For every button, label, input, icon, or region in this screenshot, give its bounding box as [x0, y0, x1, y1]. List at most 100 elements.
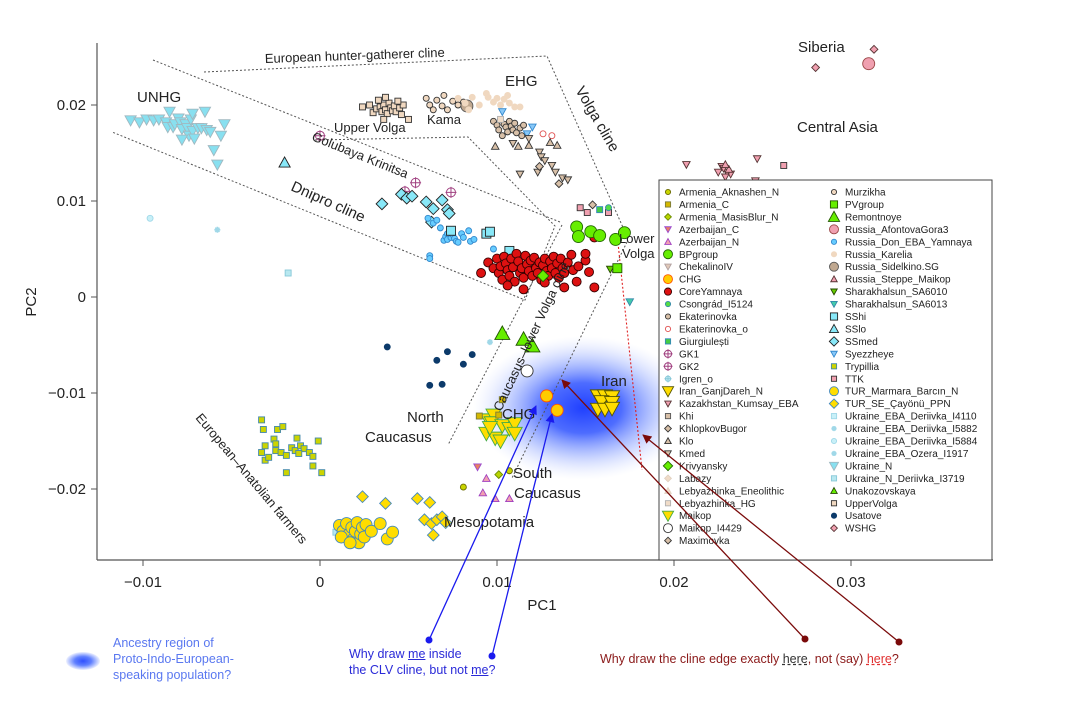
series-armenia-masisblur-n — [494, 470, 504, 480]
legend-label: TUR_SE_Çayönü_PPN — [845, 399, 951, 410]
q1-part1: Why draw — [349, 647, 409, 661]
legend-item-maximovka: Maximovka — [663, 536, 730, 547]
label-upper-volga: Upper Volga — [334, 120, 406, 135]
legend-item-russia-karelia: Russia_Karelia — [830, 250, 913, 261]
label-south: South — [513, 465, 552, 482]
point-ekaterinovka — [513, 129, 520, 137]
point-murzikha — [438, 102, 446, 110]
point-russia-don-eba-yamnaya — [470, 235, 478, 243]
point-kmed — [515, 170, 525, 179]
point-krivyansky — [536, 269, 550, 283]
legend-marker-maikop-i4429 — [663, 523, 673, 534]
point-ttk — [780, 162, 788, 169]
point-russia-don-eba-yamnaya — [490, 245, 497, 253]
legend-label: Ukraine_EBA_Deriivka_I4110 — [845, 412, 977, 423]
point-kmed — [533, 168, 543, 177]
legend-item-tur-marmara-barc-n-n: TUR_Marmara_Barcın_N — [829, 386, 958, 398]
series-ukraine-n-deriivka-i3719 — [284, 269, 340, 536]
point-ekaterinovka-o — [539, 130, 547, 138]
legend-label: Azerbaijan_N — [679, 237, 739, 248]
series-giurgiule-ti — [596, 206, 604, 214]
legend-marker-ukraine-eba-deriivka-i4110 — [830, 413, 838, 420]
legend-item-unakozovskaya: Unakozovskaya — [829, 486, 916, 497]
point-murzikha — [429, 106, 437, 114]
legend-item-ukraine-n: Ukraine_N — [828, 461, 892, 472]
legend-item-ttk: TTK — [830, 374, 864, 385]
series-remontnoye — [494, 325, 541, 353]
legend-marker-azerbaijan-c — [663, 226, 673, 234]
point-tur-marmara-barc-n-n — [343, 536, 357, 550]
legend-marker-sslo — [828, 323, 840, 333]
label-caucasus-north: Caucasus — [365, 429, 432, 446]
point-russia-karelia — [482, 90, 490, 97]
legend-marker-lebyazhinka-hg — [664, 500, 672, 507]
legend-item-azerbaijan-n: Azerbaijan_N — [663, 237, 739, 248]
point-klo — [513, 141, 523, 150]
point-ukraine-n — [163, 106, 176, 119]
legend-marker-sharakhalsun-sa6013 — [829, 301, 839, 309]
point-uppervolga — [369, 109, 377, 117]
legend-item-ssmed: SSmed — [828, 336, 878, 348]
point-uppervolga — [382, 93, 389, 101]
legend-item-pvgroup: PVgroup — [829, 200, 884, 211]
point-ssmed — [419, 195, 433, 209]
q2-here-1[interactable]: here — [782, 652, 808, 666]
label-ehg: EHG — [505, 73, 538, 90]
point-ukraine-eba-deriivka-i5882 — [486, 339, 493, 346]
legend-marker-trypillia — [830, 363, 838, 370]
point-coreyamnaya — [589, 282, 600, 293]
point-khlopkovbugor — [588, 200, 598, 210]
legend-label: Giurgiulești — [679, 337, 729, 348]
point-usatove — [468, 351, 476, 359]
series-klo — [490, 137, 562, 150]
q1-me-2[interactable]: me — [471, 663, 489, 677]
legend-item-russia-steppe-maikop: Russia_Steppe_Maikop — [829, 275, 951, 286]
series-ssmed — [375, 187, 456, 229]
point-russia-don-eba-yamnaya — [426, 255, 434, 263]
q1-part4: ? — [488, 663, 496, 677]
series-russia-afontovagora3 — [862, 57, 876, 71]
legend-item-sharakhalsun-sa6010: Sharakhalsun_SA6010 — [829, 287, 948, 298]
point-uppervolga — [394, 97, 402, 105]
point-uppervolga — [374, 96, 382, 104]
point-ukraine-n — [218, 119, 231, 131]
point-trypillia — [305, 449, 313, 456]
legend-label: KhlopkovBugor — [679, 424, 747, 435]
legend-label: ChekalinoIV — [679, 262, 733, 273]
q1-me-1[interactable]: me — [408, 647, 426, 661]
legend-label: BPgroup — [679, 250, 718, 261]
point-kmed — [534, 148, 544, 157]
point-syezzheye — [497, 108, 507, 117]
label-mesopotamia: Mesopotamia — [444, 514, 535, 531]
legend-item-armenia-masisblur-n: Armenia_MasisBlur_N — [663, 212, 778, 223]
legend-marker-csongr-d-i5124 — [664, 300, 672, 308]
legend: Armenia_Aknashen_NArmenia_CArmenia_Masis… — [658, 179, 993, 561]
legend-marker-remontnoye — [827, 210, 841, 222]
y-tick-label: 0 — [78, 289, 86, 306]
point-ekaterinovka — [498, 132, 506, 140]
series-uppervolga — [359, 93, 412, 123]
label-kama: Kama — [427, 112, 462, 127]
point-usatove — [383, 343, 391, 351]
legend-marker-sshi — [829, 312, 839, 321]
point-gk1 — [410, 177, 422, 189]
point-tur-se-ay-n-ppn — [417, 513, 431, 527]
legend-label: Syezzheye — [845, 349, 894, 360]
legend-marker-ukraine-n — [828, 461, 840, 472]
legend-marker-klo — [663, 436, 673, 445]
legend-label: Khi — [679, 412, 693, 423]
legend-item-ekaterinovka: Ekaterinovka — [664, 312, 737, 323]
point-klo — [545, 137, 555, 146]
legend-marker-ukraine-eba-deriivka-i5882 — [831, 425, 837, 432]
series-ukraine-n — [124, 106, 231, 172]
q2-part1: Why draw the cline edge exactly — [600, 652, 783, 666]
point-uppervolga — [399, 101, 407, 109]
q2-here-2[interactable]: here — [866, 652, 892, 666]
legend-label: CHG — [679, 275, 701, 286]
point-klo — [490, 141, 500, 150]
point-trypillia — [272, 440, 280, 448]
legend-label: Ekaterinovka — [679, 312, 737, 323]
legend-label: Russia_Sidelkino.SG — [845, 262, 939, 273]
point-russia-karelia — [505, 99, 513, 107]
